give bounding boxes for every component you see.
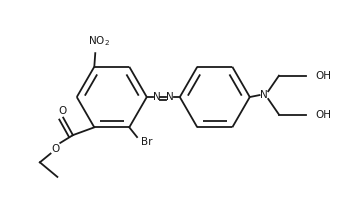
Text: O: O xyxy=(58,106,66,116)
Text: O: O xyxy=(51,144,60,154)
Text: Br: Br xyxy=(141,137,153,147)
Text: OH: OH xyxy=(316,71,332,81)
Text: OH: OH xyxy=(316,110,332,120)
Text: N: N xyxy=(166,92,174,102)
Text: NO$_2$: NO$_2$ xyxy=(88,35,110,48)
Text: N: N xyxy=(153,92,160,102)
Text: N: N xyxy=(261,90,268,100)
